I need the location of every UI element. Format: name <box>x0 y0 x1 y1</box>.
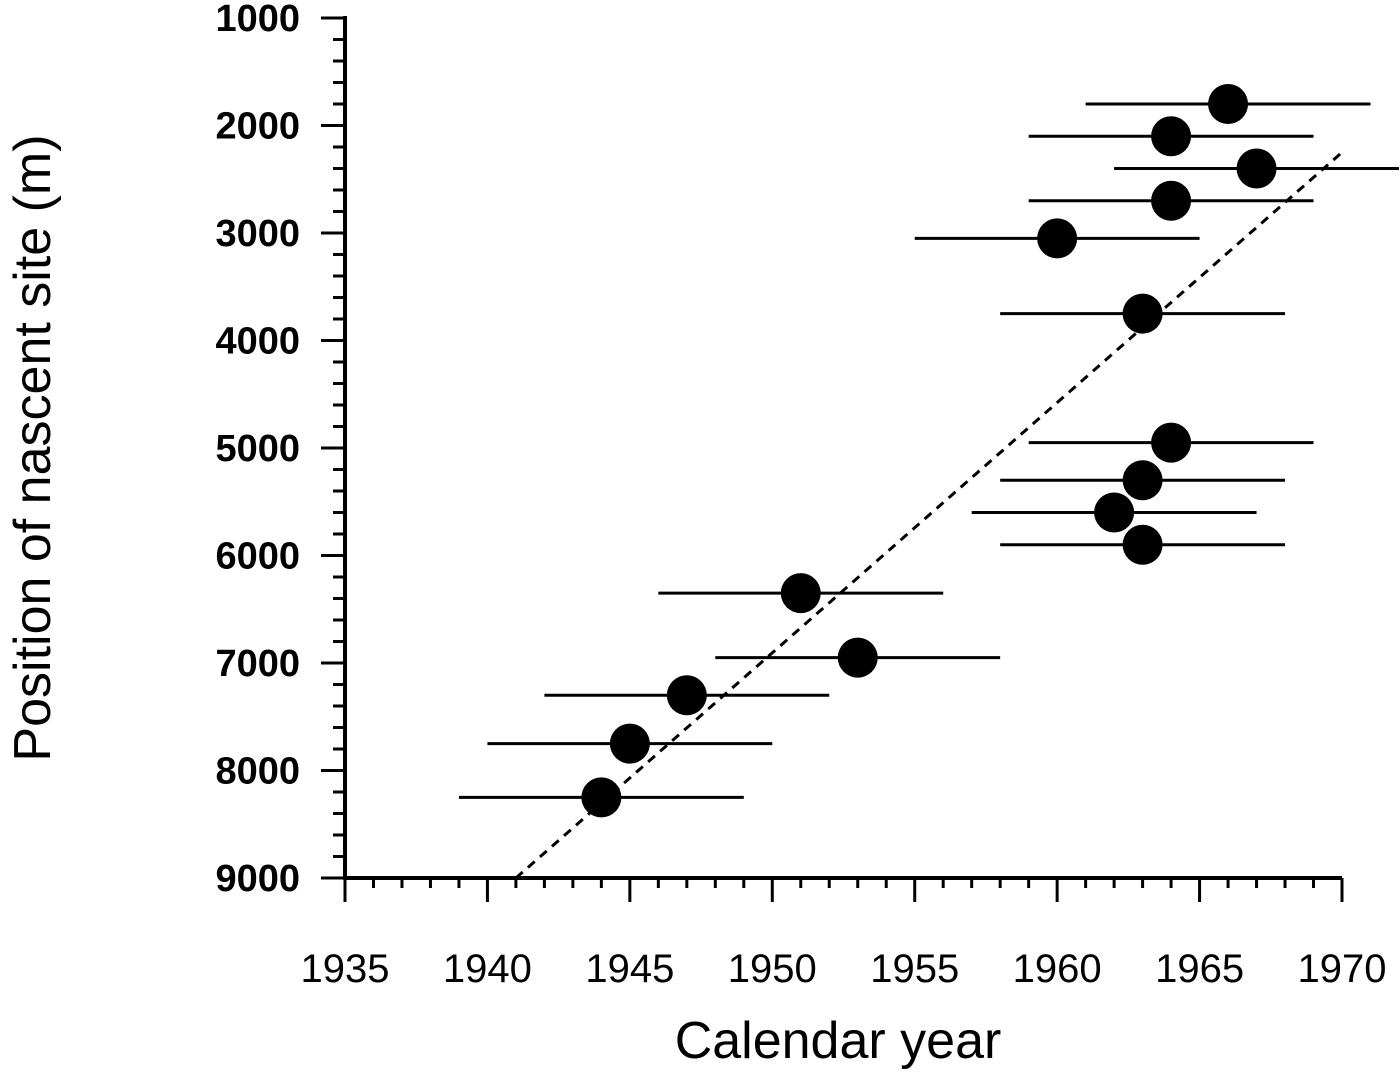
data-point <box>1151 422 1192 463</box>
data-point <box>609 723 650 764</box>
data-point <box>1122 460 1163 501</box>
ticks <box>321 16 1344 902</box>
data-point <box>1094 492 1135 533</box>
fit-line <box>514 151 1343 880</box>
y-tick-label: 9000 <box>215 858 300 900</box>
x-tick-label: 1960 <box>1013 947 1102 991</box>
data-point <box>666 675 707 716</box>
data-point <box>581 777 622 818</box>
axes <box>343 16 1342 880</box>
x-tick-label: 1945 <box>585 947 674 991</box>
data-points <box>581 84 1277 818</box>
y-tick-label: 3000 <box>215 213 300 255</box>
data-point <box>1151 180 1192 221</box>
y-tick-label: 4000 <box>215 321 300 363</box>
y-tick-label: 6000 <box>215 536 300 578</box>
y-tick-label: 7000 <box>215 643 300 685</box>
y-tick-label: 1000 <box>215 0 300 40</box>
data-point <box>780 573 821 614</box>
x-tick-label: 1950 <box>728 947 817 991</box>
x-axis-title: Calendar year <box>675 1012 1002 1070</box>
data-point <box>1208 84 1249 124</box>
data-point <box>1122 524 1163 565</box>
y-tick-label: 8000 <box>215 751 300 793</box>
x-tick-label: 1955 <box>870 947 959 991</box>
y-tick-label: 2000 <box>215 106 300 148</box>
data-point <box>1151 116 1192 157</box>
x-tick-label: 1940 <box>443 947 532 991</box>
data-point <box>1037 218 1078 259</box>
data-point <box>1122 293 1163 334</box>
y-tick-label: 5000 <box>215 428 300 470</box>
x-tick-label: 1935 <box>301 947 390 991</box>
tick-labels: 1000 2000 3000 4000 5000 6000 7000 8000 9000 1935… <box>215 0 1386 991</box>
y-axis-title: Position of nascent site (m) <box>4 134 62 761</box>
x-tick-label: 1970 <box>1298 947 1387 991</box>
data-point <box>837 637 878 678</box>
x-tick-label: 1965 <box>1155 947 1244 991</box>
error-bars <box>458 102 1399 799</box>
fit-line-group <box>514 151 1343 880</box>
data-point <box>1236 148 1277 189</box>
